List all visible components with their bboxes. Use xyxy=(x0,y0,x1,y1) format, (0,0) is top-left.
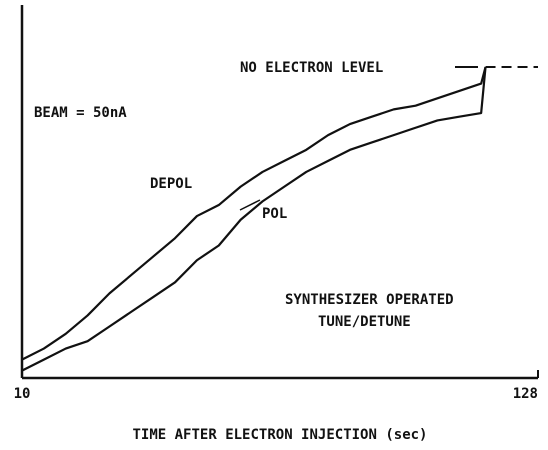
annotation: BEAM = 50nA xyxy=(34,105,127,121)
series-label: POL xyxy=(262,206,287,222)
series-label: DEPOL xyxy=(150,176,192,192)
x-tick-label: 10 xyxy=(14,386,31,402)
annotation: SYNTHESIZER OPERATED xyxy=(285,292,454,308)
data-line xyxy=(21,66,487,361)
x-axis-label: TIME AFTER ELECTRON INJECTION (sec) xyxy=(132,427,427,443)
x-tick-label: 128 xyxy=(513,386,538,402)
data-line xyxy=(21,66,487,372)
leader-line xyxy=(239,199,261,211)
level-label: NO ELECTRON LEVEL xyxy=(240,60,383,76)
annotation: TUNE/DETUNE xyxy=(318,314,411,330)
